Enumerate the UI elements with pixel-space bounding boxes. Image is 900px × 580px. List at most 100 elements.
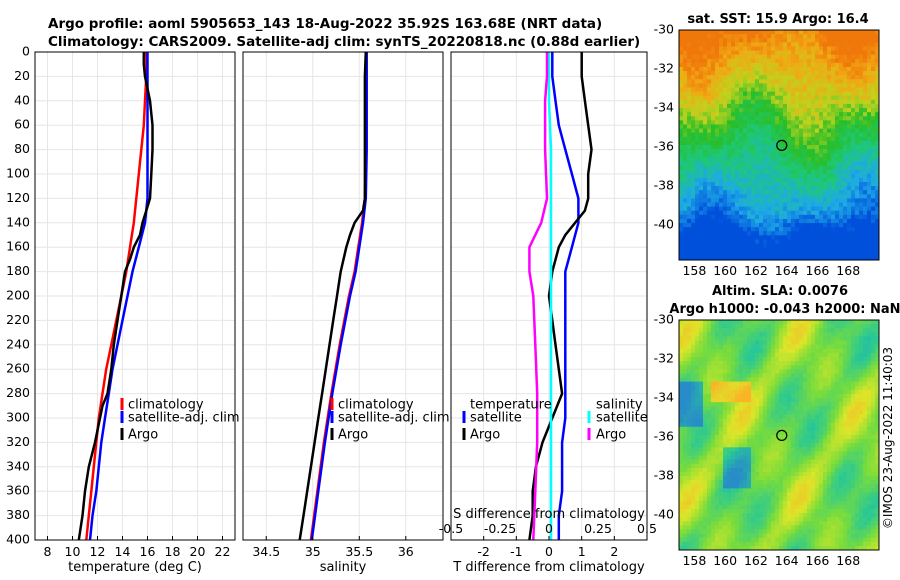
heatmap-cell xyxy=(843,352,848,358)
heatmap-cell xyxy=(719,124,724,129)
heatmap-cell xyxy=(679,120,684,125)
heatmap-cell xyxy=(703,206,708,212)
heatmap-cell xyxy=(763,128,768,134)
heatmap-cell xyxy=(759,140,764,146)
heatmap-cell xyxy=(699,389,704,395)
heatmap-cell xyxy=(875,320,880,325)
heatmap-cell xyxy=(771,112,776,117)
heatmap-cell xyxy=(711,348,716,354)
heatmap-cell xyxy=(699,328,704,333)
heatmap-cell xyxy=(695,340,700,346)
heatmap-cell xyxy=(863,418,868,424)
heatmap-cell xyxy=(855,83,860,88)
heatmap-cell xyxy=(835,38,840,43)
heatmap-cell xyxy=(819,132,824,138)
heatmap-cell xyxy=(687,177,692,183)
heatmap-cell xyxy=(847,340,852,346)
heatmap-cell xyxy=(859,227,864,232)
heatmap-cell xyxy=(735,385,740,391)
heatmap-cell xyxy=(763,62,768,68)
heatmap-cell xyxy=(795,451,800,456)
heatmap-cell xyxy=(699,149,704,154)
heatmap-cell xyxy=(855,140,860,146)
heatmap-cell xyxy=(863,463,868,469)
heatmap-cell xyxy=(779,46,784,51)
heatmap-cell xyxy=(755,190,760,195)
heatmap-cell xyxy=(815,324,820,329)
heatmap-cell xyxy=(751,99,756,105)
heatmap-cell xyxy=(867,190,872,195)
heatmap-cell xyxy=(715,352,720,358)
heatmap-cell xyxy=(695,430,700,436)
heatmap-cell xyxy=(759,198,764,203)
heatmap-cell xyxy=(747,463,752,469)
heatmap-cell xyxy=(759,186,764,191)
heatmap-cell xyxy=(867,398,872,403)
heatmap-cell xyxy=(711,58,716,64)
heatmap-cell xyxy=(823,251,828,257)
heatmap-cell xyxy=(787,214,792,220)
heatmap-cell xyxy=(707,480,712,485)
heatmap-cell xyxy=(743,361,748,366)
temperature-xlabel: temperature (deg C) xyxy=(68,560,202,575)
heatmap-cell xyxy=(735,231,740,236)
heatmap-cell xyxy=(755,443,760,448)
heatmap-cell xyxy=(751,443,756,448)
heatmap-cell xyxy=(771,202,776,208)
heatmap-cell xyxy=(823,177,828,183)
heatmap-cell xyxy=(747,112,752,117)
heatmap-cell xyxy=(811,410,816,415)
heatmap-cell xyxy=(695,210,700,216)
heatmap-cell xyxy=(871,467,876,473)
heatmap-cell xyxy=(783,430,788,436)
heatmap-cell xyxy=(783,177,788,183)
heatmap-cell xyxy=(679,95,684,101)
heatmap-cell xyxy=(699,173,704,179)
heatmap-cell xyxy=(707,145,712,150)
heatmap-cell xyxy=(855,381,860,387)
heatmap-cell xyxy=(743,398,748,403)
heatmap-cell xyxy=(735,426,740,432)
heatmap-cell xyxy=(871,447,876,452)
heatmap-cell xyxy=(755,46,760,51)
heatmap-cell xyxy=(711,120,716,125)
heatmap-cell xyxy=(687,369,692,374)
heatmap-cell xyxy=(867,30,872,35)
heatmap-cell xyxy=(767,173,772,179)
heatmap-cell xyxy=(719,177,724,183)
heatmap-cell xyxy=(811,34,816,39)
heatmap-cell xyxy=(787,169,792,175)
heatmap-cell xyxy=(843,430,848,436)
heatmap-cell xyxy=(763,50,768,56)
heatmap-cell xyxy=(839,46,844,51)
heatmap-cell xyxy=(711,393,716,399)
heatmap-cell xyxy=(731,103,736,109)
heatmap-cell xyxy=(755,34,760,39)
heatmap-cell xyxy=(695,103,700,109)
heatmap-cell xyxy=(831,243,836,249)
heatmap-cell xyxy=(787,145,792,150)
heatmap-cell xyxy=(751,336,756,341)
heatmap-cell xyxy=(763,439,768,444)
heatmap-cell xyxy=(831,231,836,236)
heatmap-cell xyxy=(747,169,752,175)
heatmap-cell xyxy=(747,181,752,187)
heatmap-cell xyxy=(799,177,804,183)
heatmap-cell xyxy=(859,190,864,195)
heatmap-cell xyxy=(807,356,812,362)
heatmap-cell xyxy=(807,54,812,60)
heatmap-cell xyxy=(703,210,708,216)
heatmap-cell xyxy=(715,231,720,236)
heatmap-cell xyxy=(699,471,704,477)
heatmap-cell xyxy=(699,169,704,175)
heatmap-cell xyxy=(703,340,708,346)
heatmap-cell xyxy=(783,173,788,179)
heatmap-cell xyxy=(867,71,872,76)
heatmap-cell xyxy=(699,198,704,203)
heatmap-cell xyxy=(863,227,868,232)
heatmap-cell xyxy=(835,463,840,469)
heatmap-cell xyxy=(815,235,820,240)
heatmap-cell xyxy=(751,210,756,216)
heatmap-cell xyxy=(751,251,756,257)
heatmap-cell xyxy=(799,145,804,150)
